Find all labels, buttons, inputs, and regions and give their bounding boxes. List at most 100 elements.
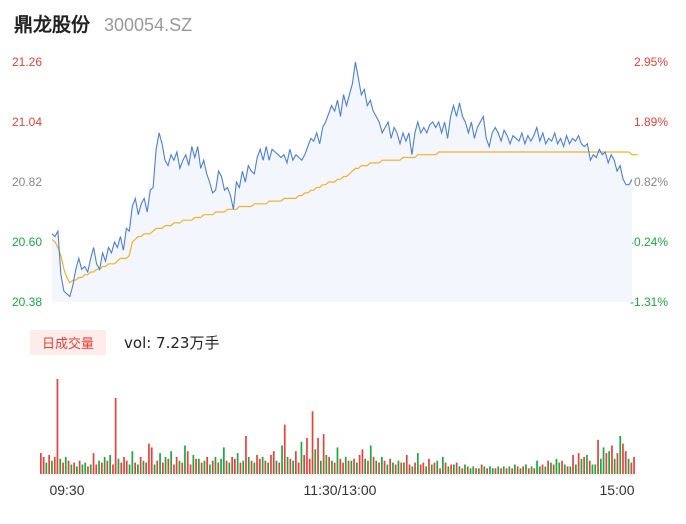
stock-code: 300054.SZ (104, 15, 193, 35)
volume-bar (594, 464, 597, 474)
volume-bar (580, 458, 583, 474)
volume-bar (500, 468, 502, 474)
volume-bar (231, 456, 233, 474)
volume-bar (164, 456, 167, 474)
volume-bar (464, 464, 466, 474)
volume-bar (236, 453, 239, 474)
volume-bar (217, 462, 220, 474)
volume-bar (447, 466, 450, 474)
volume-bar (134, 462, 136, 474)
volume-bar (167, 458, 170, 474)
volume-bar (361, 449, 364, 474)
volume-bar (228, 462, 231, 474)
volume-header: 日成交量 vol: 7.23万手 (30, 329, 219, 355)
volume-bar (358, 455, 361, 474)
y-tick-right: -0.24% (630, 235, 668, 249)
volume-bar (76, 466, 78, 474)
volume-bar (591, 464, 594, 474)
volume-bar (552, 464, 555, 474)
volume-bar (356, 462, 358, 474)
volume-bar (150, 447, 153, 474)
volume-bar (483, 466, 486, 474)
volume-bar (411, 466, 414, 474)
volume-bar (453, 464, 455, 474)
volume-bar (261, 456, 264, 474)
volume-bar (403, 462, 405, 474)
volume-bar (95, 464, 98, 474)
volume-bar (48, 455, 50, 474)
volume-bar (522, 466, 524, 474)
volume-bar (200, 462, 203, 474)
volume-bar (419, 464, 422, 474)
volume-bar (383, 460, 386, 474)
volume-bar (211, 460, 214, 474)
volume-bar (511, 468, 513, 474)
volume-bar (225, 460, 228, 474)
volume-bar (575, 464, 577, 474)
volume-bar (605, 453, 608, 474)
volume-bar (156, 460, 159, 474)
volume-bar (145, 462, 147, 474)
volume-bar (544, 466, 547, 474)
volume-bar (300, 441, 303, 474)
volume-bar (502, 466, 505, 474)
volume-bar (112, 464, 114, 474)
volume-bar (59, 458, 62, 474)
volume-bar (541, 464, 544, 474)
volume-bar (220, 458, 222, 474)
volume-bar (566, 466, 569, 474)
volume-bar (378, 462, 380, 474)
volume-bar (214, 456, 217, 474)
volume-bar (602, 447, 605, 474)
volume-bar (561, 460, 563, 474)
volume-bar (627, 458, 630, 474)
y-tick-right: 1.89% (634, 115, 668, 129)
volume-bar (450, 464, 452, 474)
volume-bar (73, 462, 75, 474)
volume-bar (42, 456, 45, 474)
volume-bar (242, 460, 245, 474)
volume-bar (417, 453, 419, 474)
volume-bar (198, 458, 200, 474)
volume-bar (613, 458, 616, 474)
volume-bar (181, 462, 184, 474)
volume-bar (123, 456, 125, 474)
volume-bar (53, 456, 56, 474)
volume-bar (173, 464, 175, 474)
volume-bar (264, 460, 267, 474)
volume-bar (139, 456, 142, 474)
volume-bar (114, 398, 117, 474)
volume-bar (433, 462, 436, 474)
volume-bar (170, 451, 172, 474)
volume-bar (525, 464, 527, 474)
volume-bar (184, 445, 186, 474)
volume-bar (317, 437, 319, 474)
volume-bar (308, 458, 311, 474)
volume-bar (600, 458, 602, 474)
volume-bar (178, 460, 181, 474)
y-tick-left: 20.38 (12, 295, 42, 309)
volume-bar (325, 455, 328, 474)
avg-price-line (51, 151, 638, 284)
volume-bar (51, 460, 53, 474)
volume-bar (425, 466, 427, 474)
volume-bar (392, 462, 394, 474)
volume-bar (455, 462, 458, 474)
volume-bar (333, 462, 336, 474)
volume-bar (92, 453, 95, 474)
volume-bar (64, 456, 67, 474)
volume-bar (369, 445, 372, 474)
volume-tab[interactable]: 日成交量 (30, 329, 107, 355)
stock-name: 鼎龙股份 (14, 14, 91, 36)
volume-bar (303, 455, 305, 474)
volume-bar (159, 453, 161, 474)
y-tick-right: -1.31% (630, 295, 668, 309)
volume-bar (408, 464, 411, 474)
volume-bar (70, 464, 73, 474)
volume-bar (519, 468, 522, 474)
y-tick-left: 20.60 (12, 235, 42, 249)
volume-bar (472, 466, 475, 474)
volume-bar (466, 466, 469, 474)
volume-chart: 09:30 11:30/13:00 15:00 (40, 379, 636, 498)
volume-bar (372, 456, 375, 474)
